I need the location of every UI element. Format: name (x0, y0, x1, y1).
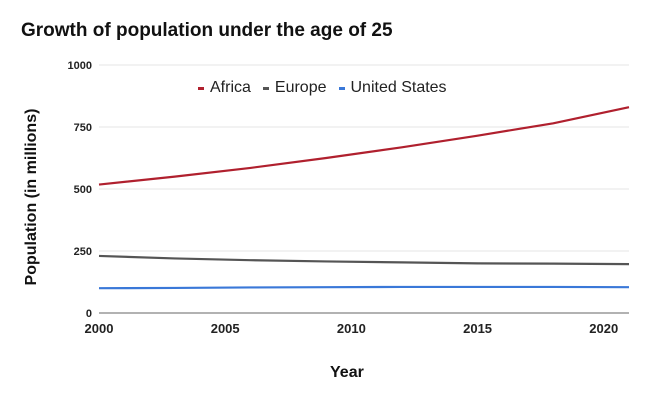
series-line-europe (98, 254, 630, 266)
series-line-united-states (98, 285, 630, 290)
legend-swatch-us (338, 86, 345, 90)
series-line-africa (98, 106, 630, 186)
legend-label-europe: Europe (274, 79, 327, 96)
legend-swatch-africa (198, 86, 204, 90)
legend-item-us: United States (338, 79, 447, 97)
y-tick-label: 250 (74, 246, 92, 258)
y-tick-label: 750 (74, 122, 92, 134)
x-tick-label: 2020 (589, 321, 618, 336)
x-tick-label: 2005 (211, 321, 240, 336)
legend-label-africa: Africa (210, 79, 251, 96)
y-tick-label: 1000 (68, 60, 92, 72)
x-tick-label: 2000 (85, 321, 114, 336)
x-tick-label: 2015 (463, 321, 492, 336)
y-tick-label: 0 (86, 308, 92, 320)
legend-item-europe: Europe (262, 79, 327, 97)
legend: Africa Europe United States (198, 79, 447, 97)
y-tick-label: 500 (74, 184, 92, 196)
chart-title: Growth of population under the age of 25 (21, 20, 393, 41)
x-axis-title: Year (330, 364, 364, 381)
legend-label-us: United States (350, 79, 447, 96)
legend-item-africa: Africa (198, 79, 251, 97)
x-tick-label: 2010 (337, 321, 366, 336)
legend-swatch-europe (262, 86, 269, 90)
